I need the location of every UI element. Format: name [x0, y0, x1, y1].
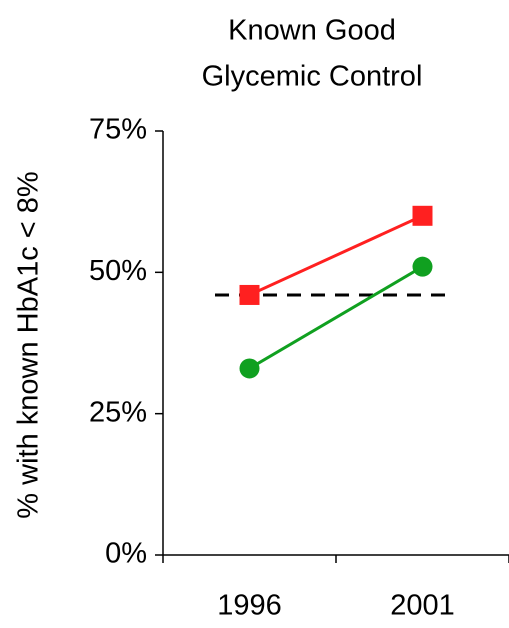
y-tick-label: 75% [89, 114, 147, 146]
marker [412, 205, 433, 226]
chart-title: Glycemic Control [202, 61, 423, 93]
marker [239, 284, 260, 305]
x-tick-label: 1996 [217, 590, 282, 622]
chart-title: Known Good [228, 15, 396, 47]
series-line [248, 214, 424, 297]
y-tick-label: 25% [89, 396, 147, 428]
y-axis-label: % with known HbA1c < 8% [13, 171, 45, 518]
y-tick-label: 0% [105, 538, 147, 570]
y-tick-label: 50% [89, 255, 147, 287]
series-line [248, 265, 424, 370]
marker [239, 358, 260, 379]
x-tick-label: 2001 [390, 590, 455, 622]
marker [412, 256, 433, 277]
